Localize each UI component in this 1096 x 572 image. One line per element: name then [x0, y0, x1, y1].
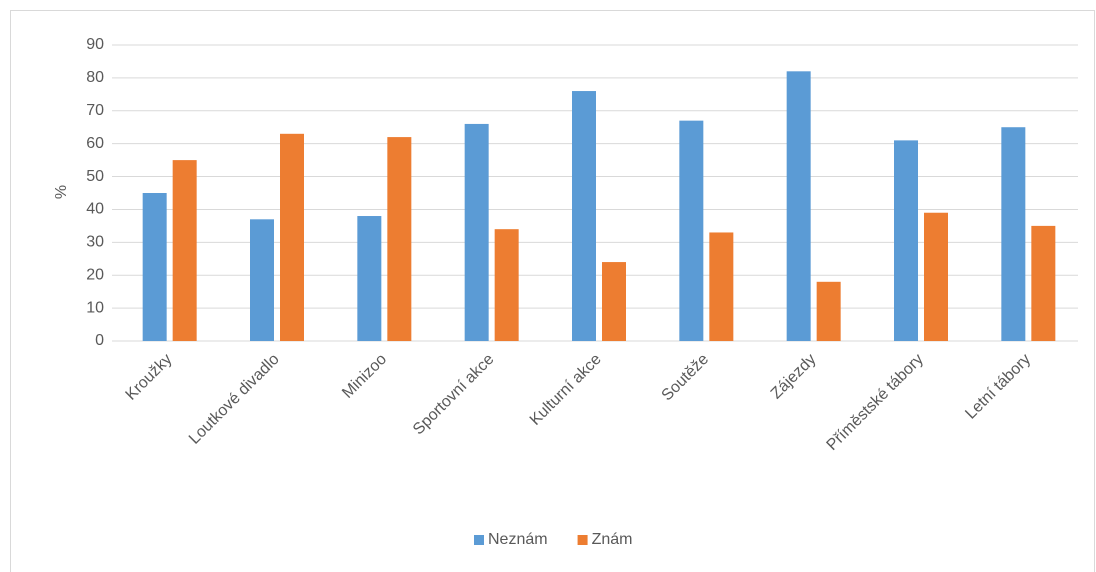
legend-swatch [474, 535, 484, 545]
y-tick-label: 40 [86, 201, 104, 218]
bar [172, 160, 197, 341]
bar [1001, 127, 1026, 341]
y-tick-label: 50 [86, 168, 104, 185]
y-tick-label: 80 [86, 69, 104, 86]
bar [709, 232, 734, 341]
y-tick-label: 60 [86, 135, 104, 152]
bar [357, 216, 382, 341]
bar [894, 140, 918, 341]
legend-swatch [577, 535, 588, 545]
bar [494, 229, 519, 341]
bar [1031, 225, 1056, 341]
bar [924, 212, 948, 341]
y-tick-label: 90 [86, 36, 104, 53]
bar [280, 133, 304, 341]
legend-label: Znám [592, 531, 633, 548]
legend-label: Neznám [488, 531, 548, 548]
bar [786, 71, 811, 342]
bar [572, 91, 596, 342]
y-tick-label: 0 [95, 332, 104, 349]
y-axis-label: % [53, 185, 70, 199]
bar [250, 219, 274, 341]
bar [679, 120, 704, 342]
bar [464, 123, 489, 341]
bar [816, 281, 841, 341]
bar [387, 137, 412, 341]
y-tick-label: 30 [86, 234, 104, 251]
y-tick-label: 10 [86, 299, 104, 316]
bar [142, 193, 167, 341]
bar [602, 262, 626, 341]
y-tick-label: 70 [86, 102, 104, 119]
y-tick-label: 20 [86, 266, 104, 283]
